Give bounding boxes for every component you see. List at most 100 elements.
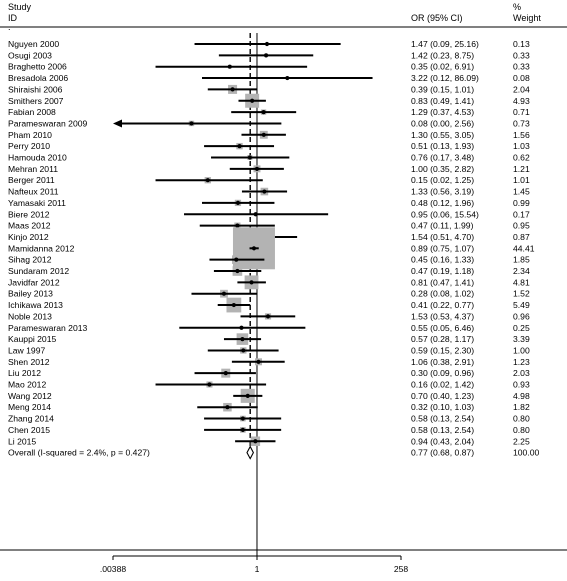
x-tick-label: 1 <box>255 564 260 574</box>
point-estimate <box>227 64 232 69</box>
weight-label: 1.82 <box>513 402 530 412</box>
weight-label: 0.87 <box>513 232 530 242</box>
point-estimate <box>262 189 267 194</box>
header-study: Study <box>8 2 32 12</box>
weight-label: 4.98 <box>513 391 530 401</box>
weight-label: 2.34 <box>513 266 530 276</box>
weight-label: 0.33 <box>513 62 530 72</box>
or-ci-label: 0.47 (0.19, 1.18) <box>411 266 474 276</box>
study-label: Bresadola 2006 <box>8 73 68 83</box>
weight-label: 1.56 <box>513 130 530 140</box>
weight-label: 0.25 <box>513 323 530 333</box>
point-estimate <box>239 325 244 330</box>
study-label: Li 2015 <box>8 436 36 446</box>
study-label: Perry 2010 <box>8 141 50 151</box>
or-ci-label: 0.30 (0.09, 0.96) <box>411 368 474 378</box>
or-ci-label: 1.00 (0.35, 2.82) <box>411 164 474 174</box>
study-label: Javidfar 2012 <box>8 277 60 287</box>
weight-label: 0.13 <box>513 39 530 49</box>
weight-label: 0.95 <box>513 221 530 231</box>
weight-label: 0.80 <box>513 414 530 424</box>
point-estimate <box>205 178 210 183</box>
or-ci-label: 0.32 (0.10, 1.03) <box>411 402 474 412</box>
or-ci-label: 0.83 (0.49, 1.41) <box>411 96 474 106</box>
point-estimate <box>250 98 255 103</box>
or-ci-label: 0.81 (0.47, 1.41) <box>411 277 474 287</box>
or-ci-label: 1.06 (0.38, 2.91) <box>411 357 474 367</box>
or-ci-label: 0.95 (0.06, 15.54) <box>411 209 479 219</box>
weight-label: 4.93 <box>513 96 530 106</box>
weight-label: 1.45 <box>513 187 530 197</box>
study-label: Shiraishi 2006 <box>8 84 63 94</box>
point-estimate <box>223 371 228 376</box>
point-estimate <box>235 268 240 274</box>
point-estimate <box>253 212 258 217</box>
ci-arrow-left <box>113 119 122 128</box>
or-ci-label: 0.58 (0.13, 2.54) <box>411 425 474 435</box>
or-ci-label: 0.70 (0.40, 1.23) <box>411 391 474 401</box>
point-estimate <box>254 166 260 171</box>
weight-label: 0.62 <box>513 153 530 163</box>
or-ci-label: 0.47 (0.11, 1.99) <box>411 221 474 231</box>
study-label: Hamouda 2010 <box>8 153 67 163</box>
or-ci-label: 0.28 (0.08, 1.02) <box>411 289 474 299</box>
study-label: Shen 2012 <box>8 357 50 367</box>
or-ci-label: 0.35 (0.02, 6.91) <box>411 62 474 72</box>
point-estimate <box>251 246 257 251</box>
or-ci-label: 1.33 (0.56, 3.19) <box>411 187 474 197</box>
study-label: Mamidanna 2012 <box>8 243 75 253</box>
study-label: Pham 2010 <box>8 130 52 140</box>
point-estimate <box>235 200 241 205</box>
header-id: ID <box>8 13 17 23</box>
study-label: Meng 2014 <box>8 402 51 412</box>
weight-label: 5.49 <box>513 300 530 310</box>
weight-label: 3.39 <box>513 334 530 344</box>
study-label: Kinjo 2012 <box>8 232 49 242</box>
point-estimate <box>256 359 261 364</box>
or-ci-label: 3.22 (0.12, 86.09) <box>411 73 479 83</box>
point-estimate <box>285 75 290 81</box>
point-estimate <box>240 337 245 342</box>
study-label: Smithers 2007 <box>8 96 64 106</box>
header-percent: % <box>513 2 522 12</box>
point-estimate <box>253 439 258 444</box>
point-estimate <box>264 41 270 47</box>
or-ci-label: 0.55 (0.05, 6.46) <box>411 323 474 333</box>
study-label: Liu 2012 <box>8 368 41 378</box>
weight-label: 1.00 <box>513 345 530 355</box>
or-ci-label: 0.76 (0.17, 3.48) <box>411 153 474 163</box>
point-estimate <box>261 110 266 115</box>
or-ci-label: 0.08 (0.00, 2.56) <box>411 118 474 128</box>
point-estimate <box>189 121 194 126</box>
study-label: Kauppi 2015 <box>8 334 56 344</box>
weight-label: 1.85 <box>513 255 530 265</box>
weight-label: 0.96 <box>513 311 530 321</box>
study-label: Biere 2012 <box>8 209 50 219</box>
weight-label: 2.03 <box>513 368 530 378</box>
header-or-ci: OR (95% CI) <box>411 13 463 23</box>
weight-label: 4.81 <box>513 277 530 287</box>
study-label: Maas 2012 <box>8 221 51 231</box>
point-estimate <box>225 405 230 410</box>
study-label: Berger 2011 <box>8 175 55 185</box>
study-label: Ichikawa 2013 <box>8 300 63 310</box>
study-label: Law 1997 <box>8 345 45 355</box>
x-tick-label: .00388 <box>100 564 127 574</box>
point-estimate <box>207 382 212 387</box>
point-estimate <box>241 348 246 353</box>
or-ci-label: 0.15 (0.02, 1.25) <box>411 175 474 185</box>
weight-label: 2.25 <box>513 436 530 446</box>
study-label: Osugi 2003 <box>8 50 52 60</box>
header-weight: Weight <box>513 13 541 23</box>
point-estimate <box>263 53 269 58</box>
or-ci-label: 0.57 (0.28, 1.17) <box>411 334 474 344</box>
or-ci-label: 0.41 (0.22, 0.77) <box>411 300 474 310</box>
point-estimate <box>231 302 236 308</box>
point-estimate <box>234 257 239 262</box>
or-ci-label: 1.30 (0.55, 3.05) <box>411 130 474 140</box>
weight-label: 2.04 <box>513 84 530 94</box>
weight-label: 1.23 <box>513 357 530 367</box>
or-ci-label: 0.16 (0.02, 1.42) <box>411 380 474 390</box>
study-label: Wang 2012 <box>8 391 52 401</box>
